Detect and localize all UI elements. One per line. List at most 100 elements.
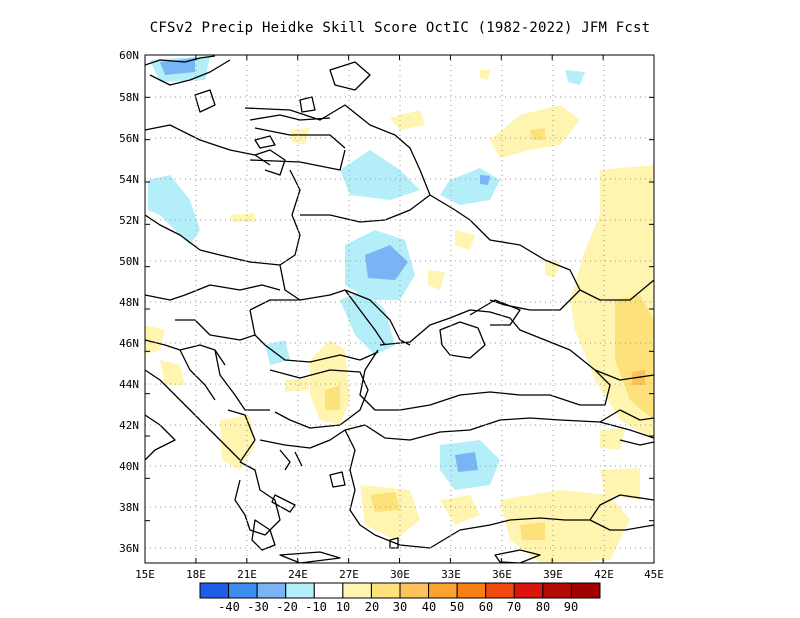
border-bulgaria — [269, 369, 369, 429]
shade-yellow-light — [600, 428, 625, 450]
colorbar-label: 60 — [479, 600, 493, 614]
border-russia-caucasus — [594, 369, 654, 381]
border-hungary — [175, 319, 256, 341]
island-rhodes — [389, 537, 399, 549]
shade-yellow-light — [290, 128, 310, 145]
shade-blue-light — [440, 168, 500, 205]
lat-label: 40N — [119, 460, 139, 473]
lake-ladoga — [329, 61, 371, 91]
map-boundaries — [145, 55, 654, 563]
lon-label: 39E — [543, 568, 563, 581]
coastline-crimea — [439, 321, 486, 359]
border-lithuania — [249, 149, 346, 171]
shade-blue-medium — [455, 452, 478, 472]
colorbar-labels: -40 -30 -20 -10 10 20 30 40 50 60 70 80 … — [218, 600, 578, 614]
colorbar-label: 90 — [564, 600, 578, 614]
border-georgia-armenia — [599, 409, 654, 446]
island-lesbos — [329, 471, 346, 488]
colorbar-swatch — [456, 582, 487, 599]
coastline-cyprus — [494, 549, 541, 563]
border-poland-south — [199, 214, 301, 266]
shade-yellow-light — [310, 340, 350, 425]
island-crete — [279, 551, 341, 563]
shade-yellow-light — [220, 415, 255, 470]
colorbar-label: -20 — [276, 600, 298, 614]
shade-yellow-light — [390, 110, 425, 130]
longitude-labels: 15E 18E 21E 24E 27E 30E 33E 36E 39E 42E … — [135, 568, 664, 581]
coastline-italy — [145, 414, 176, 461]
colorbar-label: 70 — [507, 600, 521, 614]
colorbar — [199, 582, 601, 599]
lat-label: 54N — [119, 173, 139, 186]
colorbar-swatch — [399, 582, 430, 599]
coastline-adriatic — [145, 369, 241, 461]
colorbar-label: 40 — [422, 600, 436, 614]
shade-yellow-medium — [520, 522, 545, 540]
shade-yellow-light — [455, 230, 475, 250]
shade-yellow-light — [145, 325, 165, 355]
lat-label: 50N — [119, 255, 139, 268]
lat-label: 60N — [119, 49, 139, 62]
lat-label: 56N — [119, 132, 139, 145]
border-moldova — [344, 289, 386, 346]
lon-label: 42E — [594, 568, 614, 581]
lat-label: 38N — [119, 501, 139, 514]
colorbar-swatch — [285, 582, 315, 599]
shade-yellow-light — [600, 468, 640, 500]
shade-yellow-medium — [615, 295, 654, 420]
colorbar-swatch — [256, 582, 287, 599]
coastline-turkey-west — [344, 429, 376, 536]
border-bosnia — [179, 349, 216, 401]
border-turkey-syria — [589, 494, 654, 521]
shade-blue-light — [565, 70, 585, 85]
border-russia-kazakh — [579, 279, 654, 301]
coastline-finland — [149, 59, 231, 86]
coastline-gotland — [194, 89, 216, 113]
tick-marks — [144, 54, 655, 564]
lake-peipus — [299, 96, 316, 113]
lat-label: 58N — [119, 91, 139, 104]
colorbar-swatch — [199, 582, 230, 599]
colorbar-swatch — [428, 582, 458, 599]
colorbar-label: 80 — [536, 600, 550, 614]
coastline-saaremaa — [254, 135, 276, 149]
lon-label: 18E — [186, 568, 206, 581]
lon-label: 30E — [390, 568, 410, 581]
shade-blue-medium — [480, 175, 490, 185]
island-euboea — [271, 494, 296, 513]
border-poland-west — [145, 214, 201, 251]
border-serbia — [214, 349, 270, 411]
border-belarus-south — [300, 194, 431, 223]
border-latvia — [254, 127, 346, 149]
shade-blue-medium — [365, 245, 408, 280]
lat-label: 48N — [119, 296, 139, 309]
shade-blue-light — [340, 150, 420, 200]
colorbar-swatch — [542, 582, 572, 599]
colorbar-label: 20 — [365, 600, 379, 614]
shaded-skill-areas — [145, 56, 654, 563]
shade-yellow-medium — [530, 128, 545, 140]
colorbar-swatch — [370, 582, 401, 599]
lon-label: 45E — [644, 568, 664, 581]
map-title: CFSv2 Precip Heidke Skill Score OctIC (1… — [149, 20, 651, 36]
shade-blue-light — [265, 340, 290, 365]
colorbar-label: 50 — [450, 600, 464, 614]
shade-yellow-light — [230, 213, 255, 222]
border-russia-west — [244, 104, 456, 211]
border-austria — [145, 294, 186, 301]
colorbar-label: -30 — [247, 600, 269, 614]
coastline-aegean-north — [259, 429, 346, 449]
border-belarus-west — [289, 169, 301, 216]
coastline-azov — [469, 299, 521, 326]
lon-label: 27E — [339, 568, 359, 581]
border-slovakia — [184, 284, 281, 296]
colorbar-swatch — [228, 582, 258, 599]
coastline-peloponnese — [251, 519, 276, 551]
coastline-baltic — [145, 124, 271, 166]
lon-label: 21E — [237, 568, 257, 581]
coastline-scandinavia — [145, 55, 216, 66]
colorbar-swatch — [342, 582, 372, 599]
colorbar-swatch — [570, 582, 601, 599]
lat-label: 52N — [119, 214, 139, 227]
